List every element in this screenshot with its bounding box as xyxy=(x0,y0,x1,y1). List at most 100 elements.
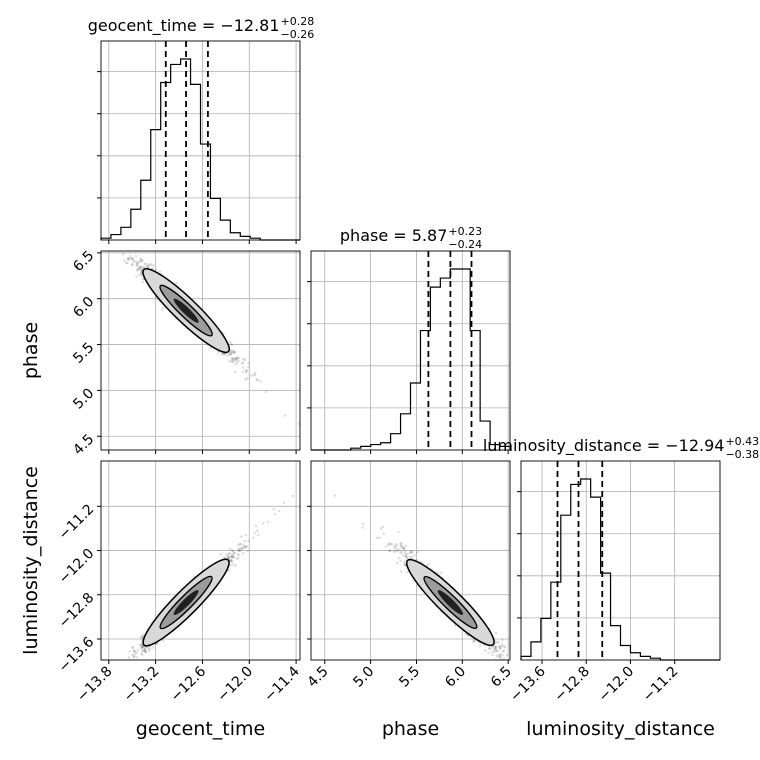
panel-frame-luminosity_distance xyxy=(520,460,721,661)
sample-point xyxy=(399,542,403,545)
xtick-label-phase-3: 6.0 xyxy=(442,664,469,691)
sample-point xyxy=(209,346,212,350)
sample-point xyxy=(228,547,232,550)
sample-point xyxy=(509,665,512,668)
sample-point xyxy=(499,647,502,651)
panel-title-text-phase: phase = 5.87 xyxy=(340,226,447,245)
sample-point xyxy=(472,640,475,643)
sample-point xyxy=(242,552,245,555)
xtick-label-phase-4: 6.5 xyxy=(488,664,515,691)
sample-point xyxy=(255,378,259,381)
sample-point xyxy=(400,550,403,554)
sample-point xyxy=(231,563,235,566)
xtick-label-geocent_time-4: −11.4 xyxy=(261,663,303,705)
ytick-label-phase-0: 4.5 xyxy=(70,431,97,458)
sample-point xyxy=(496,650,500,653)
sample-point xyxy=(402,546,405,549)
sample-point xyxy=(402,547,406,550)
sample-point xyxy=(500,643,504,646)
sample-point xyxy=(543,699,546,702)
sample-point xyxy=(128,650,131,653)
sample-point xyxy=(502,644,505,648)
sample-point xyxy=(132,655,136,658)
sample-point xyxy=(230,351,233,354)
sample-point xyxy=(137,267,141,270)
sample-point xyxy=(140,270,143,274)
ytick-label-phase-3: 6.0 xyxy=(70,294,97,321)
panel-frame-geocent_time xyxy=(100,40,301,241)
sample-point xyxy=(143,647,147,651)
sample-point xyxy=(162,306,165,310)
sample-point xyxy=(272,507,276,511)
sample-point xyxy=(494,631,498,635)
sample-point xyxy=(123,244,126,247)
sample-point xyxy=(132,655,136,658)
sample-point xyxy=(230,558,233,562)
sample-point xyxy=(230,348,233,352)
sample-point xyxy=(521,668,524,671)
sample-point xyxy=(123,661,126,664)
sample-point xyxy=(124,662,127,665)
sample-point xyxy=(230,560,234,563)
sample-point xyxy=(404,552,407,555)
sample-point xyxy=(158,270,162,273)
sample-point xyxy=(253,531,257,535)
sample-point xyxy=(487,647,491,650)
sample-point xyxy=(282,501,286,505)
sample-point xyxy=(405,552,409,556)
sample-point xyxy=(119,661,122,664)
sample-point xyxy=(131,645,134,649)
sample-point xyxy=(236,553,240,556)
sample-point xyxy=(135,275,138,279)
sample-point xyxy=(436,571,440,574)
sample-point xyxy=(140,273,143,276)
sample-point xyxy=(141,635,144,639)
sample-point xyxy=(161,639,165,642)
sample-point xyxy=(500,645,504,648)
sample-point xyxy=(400,546,404,549)
sample-point xyxy=(246,365,250,369)
sample-point xyxy=(333,494,337,497)
sample-point xyxy=(142,648,146,652)
xtick-label-luminosity_distance-3: −11.2 xyxy=(640,664,682,706)
sample-point xyxy=(241,370,245,373)
sample-point xyxy=(440,571,443,574)
sample-point xyxy=(381,525,384,528)
sample-point xyxy=(232,555,236,558)
sample-point xyxy=(60,187,63,190)
sample-point xyxy=(494,647,498,650)
sample-point xyxy=(241,547,244,551)
sample-point xyxy=(231,357,234,361)
sample-point xyxy=(148,647,152,651)
sample-point xyxy=(505,653,509,656)
sample-point xyxy=(74,718,77,721)
sample-point xyxy=(131,256,134,260)
sample-point xyxy=(134,650,137,653)
sample-point xyxy=(392,550,396,553)
sample-point xyxy=(256,533,260,537)
sample-point xyxy=(297,422,300,425)
sample-point xyxy=(151,267,154,270)
sample-point xyxy=(141,644,144,648)
sample-point xyxy=(120,663,123,666)
sample-point xyxy=(472,639,476,643)
sample-point xyxy=(256,379,260,382)
sample-point xyxy=(229,353,232,357)
sample-point xyxy=(112,682,115,685)
sample-point xyxy=(484,649,487,652)
sample-point xyxy=(403,550,407,553)
sample-point xyxy=(403,559,407,562)
sample-point xyxy=(107,684,110,687)
sample-point xyxy=(146,647,150,650)
sample-point xyxy=(246,377,249,380)
sample-point xyxy=(229,350,232,354)
sample-point xyxy=(501,653,504,657)
sample-point xyxy=(487,651,491,655)
sample-point xyxy=(390,542,394,546)
sample-point xyxy=(494,649,497,652)
sample-point xyxy=(397,531,400,534)
sample-point xyxy=(421,561,424,564)
sample-point xyxy=(141,280,145,284)
sample-point xyxy=(242,543,245,547)
sample-point xyxy=(141,646,144,650)
